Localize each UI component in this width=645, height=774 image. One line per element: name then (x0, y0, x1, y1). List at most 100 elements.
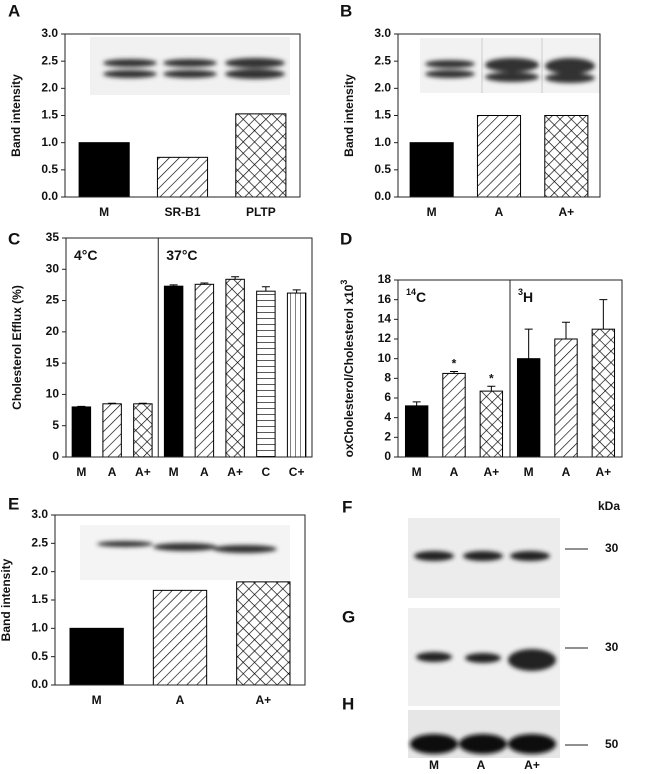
y-tick-label: 14 (378, 312, 392, 326)
significance-label: * (489, 371, 494, 385)
x-tick-label: M (92, 693, 102, 707)
panel-letter: E (8, 494, 19, 513)
bar (133, 403, 153, 458)
x-tick-label: M (524, 465, 534, 479)
error-bar (292, 289, 301, 294)
y-tick-label: 1.0 (374, 135, 391, 149)
bar (194, 283, 215, 458)
x-tick-label: A+ (135, 465, 151, 479)
bar (256, 290, 276, 458)
bar (591, 328, 616, 458)
y-tick-label: 1.0 (41, 135, 58, 149)
y-tick-label: 1.5 (41, 108, 58, 122)
group-label: 4°C (74, 247, 98, 263)
marker-label: 50 (605, 737, 619, 751)
x-tick-label: A (450, 465, 459, 479)
group-label-text: C (416, 289, 426, 305)
blot-inset-e (80, 525, 290, 580)
error-bar (524, 328, 533, 359)
bar (69, 627, 124, 686)
y-tick-label: 2.5 (41, 53, 58, 67)
significance-label: * (452, 357, 457, 371)
y-tick-label: 0 (52, 449, 59, 463)
y-tick-label: 0.5 (41, 162, 58, 176)
y-tick-label: 2.5 (374, 53, 391, 67)
group-label-text: 4°C (74, 247, 98, 263)
x-tick-label: A (176, 693, 185, 707)
x-tick-label: C (262, 465, 271, 479)
blot-h (408, 710, 560, 758)
error-bar (231, 276, 240, 280)
y-tick-label: 2.0 (374, 81, 391, 95)
y-axis-label-text: oxCholesterol/Cholesterol x10 (342, 284, 356, 457)
y-tick-label: 0.0 (374, 189, 391, 203)
bar (476, 115, 522, 198)
bar (235, 113, 287, 198)
group-label-sup: 14 (406, 287, 416, 297)
y-tick-label: 2 (384, 430, 391, 444)
x-tick-label: M (412, 465, 422, 479)
x-tick-label: A+ (255, 693, 271, 707)
bar (554, 338, 578, 458)
bar (225, 278, 245, 458)
y-tick-label: 12 (378, 331, 392, 345)
y-tick-label: 2.5 (31, 536, 48, 550)
blot-inset-a (90, 37, 290, 95)
y-tick-label: 0.5 (374, 162, 391, 176)
error-bar (487, 385, 496, 392)
y-tick-label: 8 (384, 371, 391, 385)
x-tick-label: A (562, 465, 571, 479)
x-tick-label: M (99, 205, 109, 219)
y-axis-label-text: Band intensity (342, 74, 356, 157)
y-axis-label-text: Band intensity (9, 74, 23, 157)
y-axis-label: Band intensity (342, 74, 356, 157)
x-tick-label: C+ (289, 465, 305, 479)
y-tick-label: 4 (384, 410, 391, 424)
lane-label: A (477, 758, 486, 772)
bar (102, 403, 122, 458)
x-tick-label: A (200, 465, 209, 479)
y-tick-label: 10 (378, 351, 392, 365)
y-tick-label: 0.0 (41, 189, 58, 203)
panel-letter: H (342, 694, 354, 713)
lane-label: M (429, 758, 439, 772)
y-axis-label: Band intensity (0, 558, 13, 641)
bar (479, 390, 504, 458)
x-tick-label: PLTP (246, 205, 276, 219)
y-tick-label: 0.5 (31, 649, 48, 663)
y-tick-label: 30 (46, 261, 60, 275)
error-bar (77, 405, 86, 407)
group-label-text: H (523, 289, 533, 305)
bar (286, 292, 307, 458)
x-tick-label: M (427, 205, 437, 219)
x-tick-label: A+ (558, 205, 574, 219)
y-tick-label: 5 (52, 418, 59, 432)
plot-frame (64, 33, 301, 198)
y-tick-label: 2.0 (41, 81, 58, 95)
bar (152, 589, 208, 686)
y-tick-label: 1.5 (374, 108, 391, 122)
y-tick-label: 15 (46, 355, 60, 369)
group-label: 3H (518, 287, 533, 304)
blot-inset-b (420, 38, 600, 93)
y-axis-label: Band intensity (9, 74, 23, 157)
error-bar (412, 401, 421, 406)
y-tick-label: 18 (378, 272, 392, 286)
bar (442, 372, 466, 458)
x-tick-label: A+ (595, 465, 611, 479)
y-axis-label: Cholesterol Efflux (%) (10, 285, 24, 410)
x-tick-label: SR-B1 (164, 205, 200, 219)
panel-letter: A (8, 1, 20, 20)
error-bar (169, 284, 178, 287)
plot-frame (65, 237, 313, 458)
bar (156, 156, 209, 198)
y-tick-label: 25 (46, 293, 60, 307)
y-axis-label-text: Band intensity (0, 558, 13, 641)
group-label: 14C (406, 287, 426, 304)
panel-letter: G (342, 607, 355, 626)
bar (163, 285, 184, 458)
y-tick-label: 3.0 (41, 26, 58, 40)
y-tick-label: 0.0 (31, 677, 48, 691)
y-tick-label: 20 (46, 324, 60, 338)
